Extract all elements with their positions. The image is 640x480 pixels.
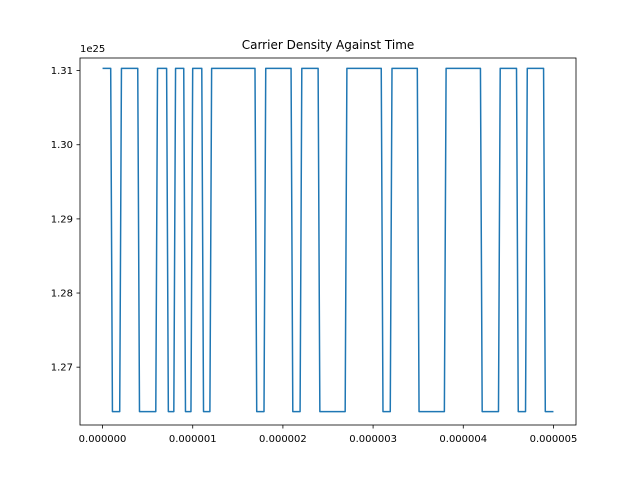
- chart-title: Carrier Density Against Time: [242, 38, 415, 52]
- x-tick-label: 0.000002: [259, 434, 307, 445]
- x-tick-label: 0.000000: [79, 434, 127, 445]
- x-axis: 0.000000 0.000001 0.000002 0.000003 0.000004…: [79, 425, 578, 445]
- x-tick-label: 0.000004: [439, 434, 487, 445]
- y-tick-label: 1.27: [51, 363, 73, 374]
- x-tick-label: 0.000001: [169, 434, 217, 445]
- y-axis: 1.27 1.28 1.29 1.30 1.31: [51, 66, 80, 374]
- x-tick-label: 0.000003: [349, 434, 397, 445]
- y-tick-label: 1.28: [51, 289, 73, 300]
- series-line: [102, 67, 554, 413]
- y-tick-label: 1.30: [51, 140, 73, 151]
- x-tick-label: 0.000005: [530, 434, 578, 445]
- plot-frame: [79, 57, 577, 426]
- y-tick-label: 1.29: [51, 214, 73, 225]
- y-tick-label: 1.31: [51, 66, 73, 77]
- y-offset-label: 1e25: [80, 44, 105, 55]
